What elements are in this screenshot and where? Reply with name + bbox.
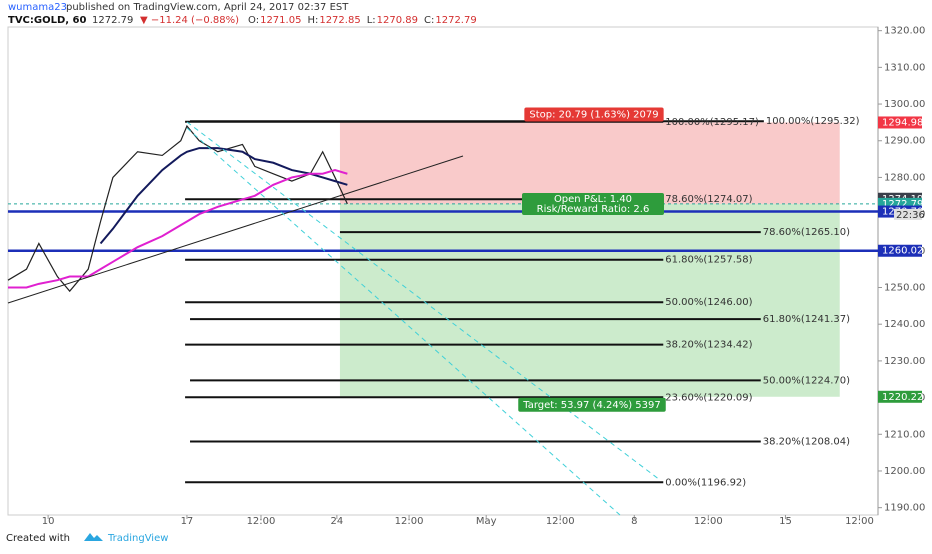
- axis-marker-label: 1294.98: [882, 117, 923, 128]
- trend-line: [7, 155, 464, 304]
- author: wumama23: [8, 2, 67, 13]
- fib-label: 78.60%(1265.10): [763, 227, 850, 238]
- published: published on TradingView.com, April 24, …: [66, 2, 349, 13]
- stop-label: Stop: 20.79 (1.63%) 2079: [529, 109, 658, 120]
- fib-label: 100.00%(1295.32): [766, 116, 860, 127]
- fib-label: 38.20%(1208.04): [763, 436, 850, 447]
- series-line: [99, 147, 348, 245]
- axis-marker: [878, 390, 922, 403]
- y-tick-label: 1230.00: [884, 356, 925, 367]
- timer: 22:36: [896, 210, 925, 221]
- x-tick-label: 12:00: [845, 516, 874, 527]
- y-tick-label: 1250.00: [884, 283, 925, 294]
- x-tick-label: 15: [779, 516, 792, 527]
- fib-label: 61.80%(1257.58): [665, 255, 752, 266]
- symbol: TVC:GOLD, 60: [8, 15, 87, 26]
- footer-brand: TradingView: [107, 533, 168, 544]
- x-tick-label: 12:00: [395, 516, 424, 527]
- fib-label: 78.60%(1274.07): [665, 194, 752, 205]
- fib-label: 38.20%(1234.42): [665, 340, 752, 351]
- y-tick-label: 1320.00: [884, 26, 925, 37]
- series-line: [8, 169, 348, 289]
- stop-label-box: [524, 107, 664, 122]
- series-line: [7, 124, 348, 293]
- ohlc-value: 1272.85: [319, 15, 360, 26]
- timer-box: [894, 208, 922, 220]
- ohlc-label: O:: [248, 15, 259, 26]
- x-tick-label: 10: [42, 516, 55, 527]
- axis-marker-label: 1260.02: [882, 246, 923, 257]
- y-tick-label: 1240.00: [884, 319, 925, 330]
- target-zone: [339, 203, 840, 397]
- ohlc-value: 1272.79: [435, 15, 476, 26]
- ohlc-label: H:: [307, 15, 318, 26]
- x-tick-label: 17: [181, 516, 194, 527]
- overlay: 100.00%(1295.17) 100.00%(1295.32) 78.60%(1…: [518, 107, 925, 488]
- fib-label: 50.00%(1246.00): [665, 297, 752, 308]
- fib-label: 100.00%(1295.17): [665, 117, 759, 128]
- x-tick-label: 8: [631, 516, 637, 527]
- axis-marker: [878, 244, 922, 257]
- stop-zone: [339, 122, 840, 204]
- axis-marker: [878, 116, 922, 129]
- x-tick-label: 12:00: [694, 516, 723, 527]
- target-label-box: [518, 397, 666, 412]
- channel-line: [186, 127, 621, 516]
- fib-label: 50.00%(1224.70): [763, 375, 850, 386]
- y-tick-label: 1300.00: [884, 99, 925, 110]
- ohlc-value: 1271.05: [260, 15, 301, 26]
- ohlc-label: L:: [367, 15, 376, 26]
- plot: 1190.001200.001210.001220.001230.001240.…: [7, 26, 925, 527]
- y-tick-label: 1310.00: [884, 62, 925, 73]
- fib-label: 23.60%(1220.09): [665, 392, 752, 403]
- ohlc-value: 1270.89: [377, 15, 418, 26]
- pnl-box: [522, 193, 664, 215]
- footer-created: Created with: [6, 533, 70, 544]
- change: ▼ −11.24 (−0.88%): [140, 15, 239, 26]
- y-tick-label: 1280.00: [884, 172, 925, 183]
- rr-label: Risk/Reward Ratio: 2.6: [537, 204, 650, 215]
- last-price: 1272.79: [92, 15, 133, 26]
- x-tick-label: 24: [331, 516, 344, 527]
- axis-marker-label: 1220.22: [882, 392, 923, 403]
- fib-label: 61.80%(1241.37): [763, 314, 850, 325]
- ohlc-label: C:: [424, 15, 434, 26]
- y-tick-label: 1210.00: [884, 429, 925, 440]
- pnl-label: Open P&L: 1.40: [554, 194, 632, 205]
- y-tick-label: 1290.00: [884, 136, 925, 147]
- x-tick-label: May: [476, 516, 497, 527]
- axis-marker-label: 1272.79: [882, 199, 923, 210]
- brand-logo: [84, 533, 103, 541]
- y-tick-label: 1200.00: [884, 466, 925, 477]
- y-tick-label: 1190.00: [884, 503, 925, 514]
- fib-label: 0.00%(1196.92): [665, 477, 746, 488]
- x-tick-label: 12:00: [546, 516, 575, 527]
- x-tick-label: 12:00: [247, 516, 276, 527]
- target-label: Target: 53.97 (4.24%) 5397: [522, 400, 661, 411]
